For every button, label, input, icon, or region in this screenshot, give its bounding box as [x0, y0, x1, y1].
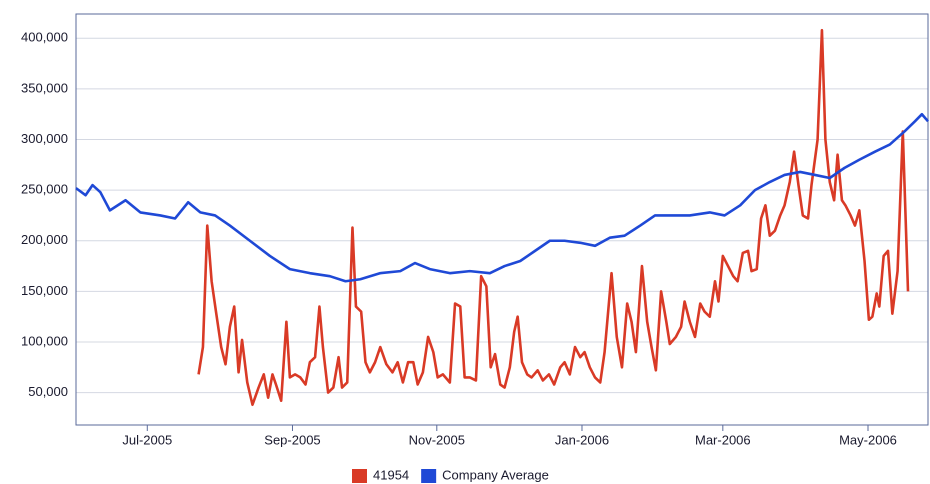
legend-label: 41954 [373, 467, 409, 482]
x-tick-label: Mar-2006 [695, 432, 751, 447]
y-tick-label: 300,000 [21, 131, 68, 146]
series-line [197, 28, 910, 407]
y-tick-label: 250,000 [21, 182, 68, 197]
y-tick-label: 50,000 [28, 384, 68, 399]
series-line [75, 112, 929, 283]
x-tick-label: Sep-2005 [264, 432, 320, 447]
y-tick-label: 350,000 [21, 80, 68, 95]
y-tick-label: 150,000 [21, 283, 68, 298]
x-tick-label: May-2006 [839, 432, 897, 447]
legend-label: Company Average [442, 467, 549, 482]
legend-swatch [421, 469, 437, 483]
x-tick-label: Jul-2005 [122, 432, 172, 447]
y-tick-label: 100,000 [21, 333, 68, 348]
x-tick-label: Jan-2006 [555, 432, 609, 447]
plot-frame [75, 13, 929, 426]
x-tick-label: Nov-2005 [409, 432, 465, 447]
y-tick-label: 200,000 [21, 232, 68, 247]
legend-swatch [352, 469, 367, 483]
y-tick-label: 400,000 [21, 30, 68, 45]
